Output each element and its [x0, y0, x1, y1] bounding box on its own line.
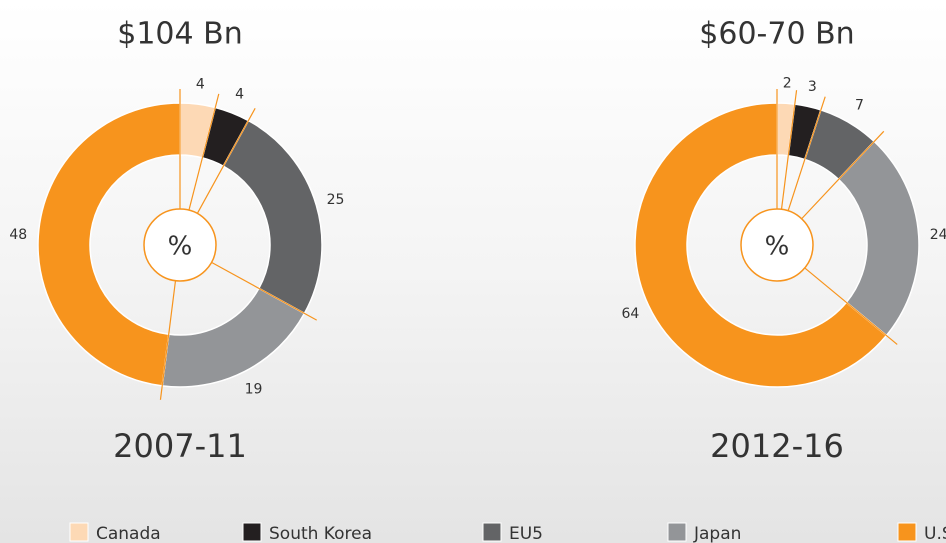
period-label: 2007-11 [113, 427, 247, 465]
donut-slice [222, 119, 323, 315]
donut-slice [161, 287, 306, 388]
donut-slice [37, 102, 181, 387]
legend-swatch [242, 522, 262, 542]
legend-label: South Korea [269, 524, 372, 543]
data-label: 24 [930, 227, 946, 243]
leader-line [801, 130, 885, 220]
data-label: 3 [808, 79, 817, 95]
legend-swatch [482, 522, 502, 542]
legend-label: EU5 [509, 524, 543, 543]
legend-label: Canada [96, 524, 161, 543]
chart-title: $60-70 Bn [699, 17, 854, 52]
data-label: 25 [327, 192, 345, 208]
legend-swatch [69, 522, 89, 542]
data-label: 2 [783, 75, 792, 91]
legend-label: Japan [693, 524, 741, 543]
leader-line [780, 90, 798, 210]
donut-slice [634, 102, 888, 388]
leader-line [211, 261, 317, 321]
data-label: 4 [235, 86, 244, 102]
leader-line [159, 280, 177, 400]
data-label: 64 [622, 306, 640, 322]
data-label: 48 [9, 227, 27, 243]
period-label: 2012-16 [710, 427, 844, 465]
legend-swatch [897, 522, 917, 542]
leader-line [188, 93, 220, 211]
data-label: 19 [245, 381, 263, 397]
leader-line [787, 96, 826, 211]
leader-line [196, 108, 256, 214]
legend-label: U.S. [924, 524, 946, 543]
data-label: 7 [855, 98, 864, 114]
center-label: % [765, 232, 790, 262]
data-label: 4 [196, 76, 205, 92]
legend-swatch [667, 522, 687, 542]
leader-line [804, 267, 898, 345]
center-label: % [168, 232, 193, 262]
chart-title: $104 Bn [117, 17, 242, 52]
